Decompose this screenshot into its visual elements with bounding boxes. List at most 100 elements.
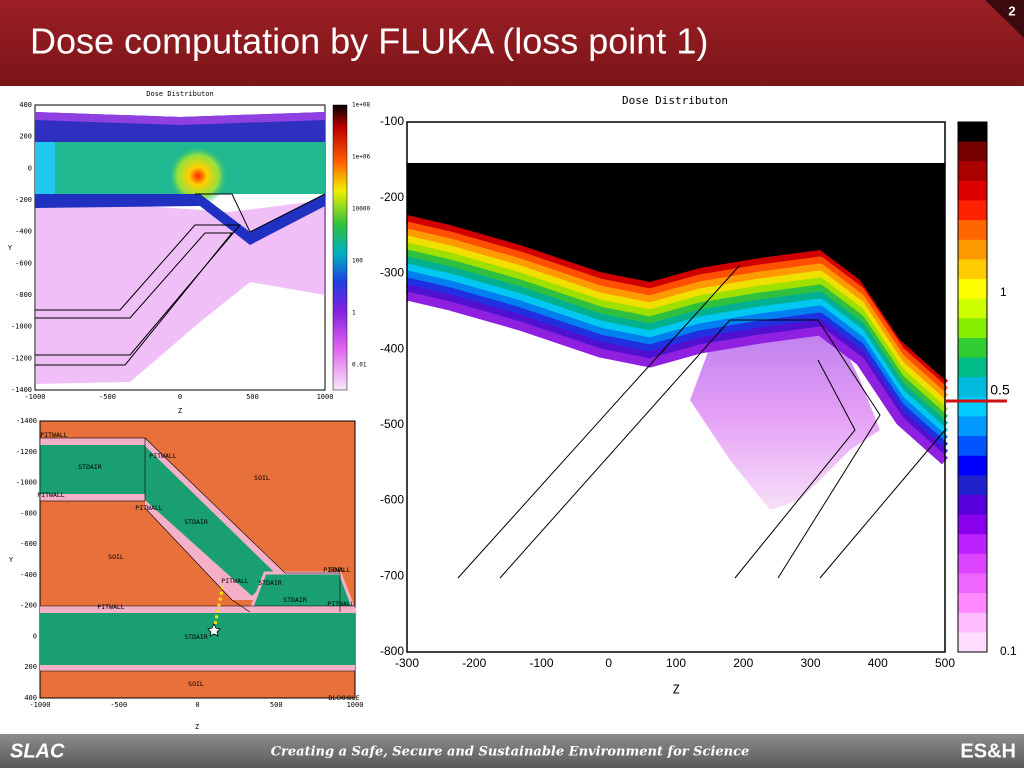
region-label: STDAIR <box>78 463 102 471</box>
y-tick-label: -1400 <box>16 417 37 425</box>
footer-bar <box>0 734 1024 768</box>
x-tick-label: -1000 <box>29 701 50 709</box>
y-tick-label: -1200 <box>16 448 37 456</box>
colorbar-segment <box>958 337 987 359</box>
dose-band <box>35 194 325 245</box>
x-tick-label: 0 <box>605 656 612 670</box>
plot-title: Dose Distributon <box>622 94 728 107</box>
y-tick-label: -400 <box>20 571 37 579</box>
air-region <box>145 446 275 596</box>
y-tick-label: 400 <box>24 694 37 702</box>
region-label: PITWALL <box>97 603 124 611</box>
air-region <box>40 445 145 494</box>
region-label: SOIL <box>329 566 345 574</box>
air-region <box>40 613 355 665</box>
y-axis-label: Y <box>9 556 14 564</box>
x-tick-label: -300 <box>395 656 419 670</box>
x-tick-label: 500 <box>935 656 955 670</box>
x-tick-label: 500 <box>270 701 283 709</box>
y-tick-label: 400 <box>19 101 32 109</box>
geometry-lines <box>457 264 946 579</box>
region-label: PITWALL <box>149 452 176 460</box>
colorbar-label: 1 <box>352 310 356 317</box>
colorbar-segment <box>958 632 987 653</box>
x-tick-label: 300 <box>800 656 820 670</box>
x-tick-label: 100 <box>666 656 686 670</box>
x-tick-label: 1000 <box>347 701 364 709</box>
y-tick-label: -800 <box>15 291 32 299</box>
colorbar-label: 0.5 <box>990 382 1010 398</box>
y-tick-label: 200 <box>24 663 37 671</box>
colorbar-segment <box>958 122 987 143</box>
x-tick-label: -1000 <box>24 393 45 401</box>
y-tick-label: -1400 <box>11 386 32 394</box>
colorbar-segment <box>958 298 987 319</box>
region-label: PITWALL <box>221 577 248 585</box>
dose-saturated <box>407 163 945 380</box>
colorbar-segment <box>958 455 987 476</box>
dose-scatter <box>690 318 880 510</box>
colorbar-segment <box>958 377 987 398</box>
colorbar-segment <box>958 475 987 496</box>
region-label: STDAIR <box>283 596 307 604</box>
colorbar-segment <box>958 279 987 300</box>
colorbar-segment <box>958 318 987 339</box>
footer-logo: ES&H <box>960 740 1016 762</box>
y-tick-label: -200 <box>15 196 32 204</box>
region-label: PITWALL <box>327 600 354 608</box>
wall <box>40 606 355 613</box>
colorbar-label: 1e+06 <box>352 154 370 161</box>
footer-tagline: Creating a Safe, Secure and Sustainable … <box>271 745 750 760</box>
wall <box>40 494 145 501</box>
y-tick-label: -300 <box>380 266 404 280</box>
y-tick-label: -1000 <box>11 323 32 331</box>
colorbar-segment <box>958 161 987 182</box>
dose-bands <box>405 214 948 465</box>
region-label: SOIL <box>108 553 124 561</box>
y-tick-label: 0 <box>28 164 32 172</box>
x-tick-label: -500 <box>99 393 116 401</box>
y-tick-label: -400 <box>15 228 32 236</box>
colorbar-segment <box>958 514 987 535</box>
colorbar-segment <box>958 141 987 162</box>
colorbar-label: 0.01 <box>352 362 367 369</box>
y-tick-label: 200 <box>19 133 32 141</box>
y-tick-label: -1000 <box>16 479 37 487</box>
region-label: STDAIR <box>184 633 208 641</box>
x-axis-label: Z <box>178 407 182 415</box>
geometry-map: Z Y -1000 -500 0 500 1000 -1400 -1200 -1000 -800… <box>8 415 375 733</box>
dose-band <box>35 112 325 125</box>
x-tick-label: -500 <box>110 701 127 709</box>
y-tick-label: -800 <box>20 509 37 517</box>
slide-title: Dose computation by FLUKA (loss point 1) <box>30 21 708 62</box>
dose-source <box>168 146 228 206</box>
wall <box>40 665 355 671</box>
region-label: SOIL <box>188 680 204 688</box>
footer-logo: SLAC <box>10 740 65 762</box>
x-tick-label: -200 <box>462 656 486 670</box>
page-corner <box>985 0 1024 38</box>
region-label: PITWALL <box>37 491 64 499</box>
y-tick-label: -500 <box>380 417 404 431</box>
region-label: PITWALL <box>135 504 162 512</box>
y-tick-label: -600 <box>380 493 404 507</box>
region-label: PITWALL <box>40 431 67 439</box>
dose-region <box>35 142 55 194</box>
y-axis-label: Y <box>8 244 13 252</box>
colorbar: 1 0.5 0.1 <box>957 121 1017 658</box>
colorbar-label: 1 <box>1000 285 1007 299</box>
page-number: 2 <box>1008 3 1015 18</box>
x-tick-label: 200 <box>733 656 753 670</box>
loss-point <box>207 623 221 637</box>
colorbar-frame <box>957 121 988 653</box>
colorbar-segment <box>958 436 987 457</box>
colorbar-segment <box>958 593 987 614</box>
colorbar-label: 100 <box>352 258 363 265</box>
y-tick-label: -400 <box>380 341 404 355</box>
x-tick-label: 500 <box>246 393 259 401</box>
colorbar-segment <box>958 534 987 555</box>
colorbar-segment <box>958 259 987 280</box>
y-tick-label: -700 <box>380 568 404 582</box>
